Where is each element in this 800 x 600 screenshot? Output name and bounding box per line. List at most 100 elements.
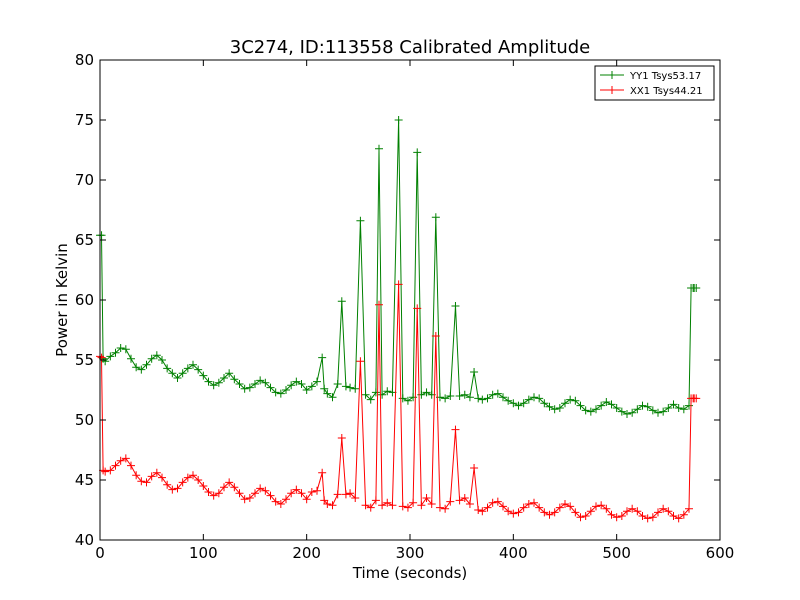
data-point [337,297,346,306]
data-point [320,384,329,393]
data-point [483,394,492,403]
data-point [271,388,280,397]
data-point [669,400,678,409]
data-point [261,378,270,387]
data-point [413,304,422,313]
data-point [388,501,397,510]
x-tick-label: 0 [95,544,105,562]
data-point [101,467,110,476]
data-point [127,354,135,363]
data-point [256,376,265,385]
data-point [504,507,513,516]
data-point [540,399,549,408]
data-point [451,425,460,434]
data-point [302,495,311,504]
data-point [158,473,166,482]
data-point [261,486,270,495]
legend-box [594,65,715,101]
data-point [245,494,254,502]
data-point [441,394,450,403]
data-point [638,512,647,520]
data-point [628,408,637,417]
data-point [664,404,673,412]
data-point [679,405,688,414]
data-point [674,514,683,523]
data-point [366,503,375,512]
data-point [455,392,464,400]
data-point [493,389,502,398]
data-point [550,508,559,517]
data-point [328,393,337,402]
data-point [581,406,590,415]
data-point [607,400,616,409]
data-point [121,345,130,354]
data-point [692,284,701,292]
data-point [194,365,203,374]
y-tick-label: 40 [75,531,94,549]
data-point [659,504,668,513]
data-point [194,476,203,484]
data-point [240,384,249,393]
data-point [409,498,418,507]
data-point [465,393,474,402]
x-axis-label: Time (seconds) [352,564,468,582]
data-point [230,483,239,492]
data-point [351,384,360,393]
data-point [366,395,375,404]
data-point [530,393,538,402]
data-point [441,504,450,513]
data-point [173,374,182,382]
data-point [478,395,487,404]
y-tick-label: 55 [75,351,94,369]
data-point [204,488,213,496]
data-point [592,405,600,414]
data-point [178,478,187,487]
data-point [287,381,296,390]
data-point [168,485,177,494]
data-point [235,489,244,498]
data-point [623,410,631,418]
data-point [240,495,249,504]
data-point [137,365,146,374]
data-point [446,497,455,506]
data-point [132,471,141,480]
data-point [97,231,106,240]
data-point [674,404,683,412]
data-point [313,486,321,495]
data-point [245,383,254,392]
data-point [514,401,523,410]
data-point [679,510,688,519]
y-tick-label: 50 [75,411,94,429]
x-tick-label: 400 [499,544,528,562]
data-point [597,501,606,510]
y-axis-label: Power in Kelvin [53,243,71,357]
data-point [297,489,306,498]
data-point [394,116,403,124]
data-point [519,503,528,512]
data-point [106,352,115,361]
data-point [509,509,518,518]
data-point [356,357,365,366]
data-point [328,501,337,510]
data-point [318,468,327,477]
data-point [271,497,280,506]
data-point [220,374,228,382]
data-point [251,489,259,498]
data-point [371,388,380,397]
data-point [488,390,497,399]
data-point [555,503,564,512]
data-point [422,388,431,397]
data-point [576,401,585,410]
data-point [431,332,440,340]
data-point [659,407,668,416]
data-point [266,383,275,392]
data-point [220,483,228,492]
data-point [341,490,350,499]
data-point [276,500,285,508]
legend-swatch-marker [608,71,616,79]
data-point [474,506,483,514]
series-0 [96,116,701,418]
x-tick-label: 100 [189,544,218,562]
data-point [398,394,407,403]
data-point [451,302,460,310]
